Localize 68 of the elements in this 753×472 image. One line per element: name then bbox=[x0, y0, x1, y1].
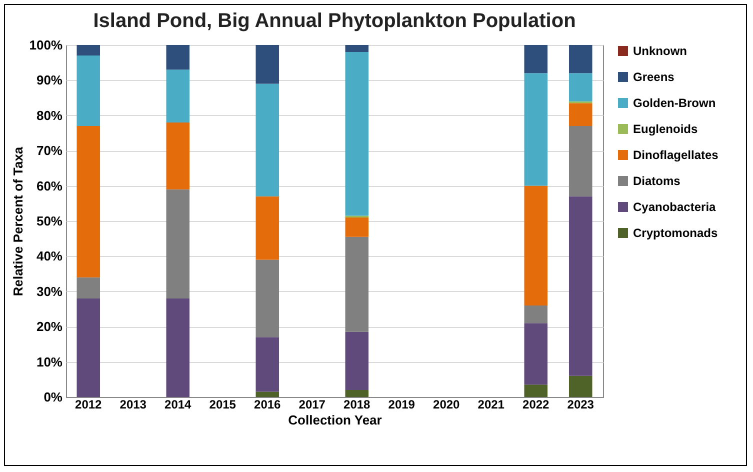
legend-label: Golden-Brown bbox=[633, 96, 716, 110]
x-axis-title: Collection Year bbox=[288, 412, 382, 428]
bar bbox=[166, 45, 190, 70]
legend-label: Greens bbox=[633, 70, 675, 84]
bar bbox=[166, 122, 190, 190]
y-tick-label: 40% bbox=[36, 248, 63, 264]
x-tick-label: 2018 bbox=[344, 398, 371, 412]
bar bbox=[256, 392, 280, 397]
bar bbox=[524, 323, 548, 385]
x-tick-label: 2017 bbox=[298, 398, 326, 412]
legend-label: Cryptomonads bbox=[633, 226, 718, 240]
bar bbox=[345, 217, 369, 237]
bar bbox=[524, 186, 548, 306]
legend-label: Euglenoids bbox=[633, 122, 698, 136]
x-tick-label: 2014 bbox=[164, 398, 192, 412]
y-tick-label: 20% bbox=[36, 319, 63, 334]
x-tick-label: 2013 bbox=[120, 398, 147, 412]
y-tick-label: 90% bbox=[36, 72, 63, 88]
bar bbox=[345, 332, 369, 390]
chart-title: Island Pond, Big Annual Phytoplankton Population bbox=[93, 10, 576, 32]
bar bbox=[345, 236, 369, 332]
bar bbox=[524, 305, 548, 324]
legend-label: Cyanobacteria bbox=[633, 200, 716, 214]
x-tick-label: 2012 bbox=[75, 398, 102, 412]
y-tick-label: 60% bbox=[36, 178, 63, 194]
bar bbox=[524, 73, 548, 186]
bar bbox=[568, 376, 592, 397]
x-tick-label: 2021 bbox=[478, 398, 505, 412]
bar bbox=[76, 126, 100, 278]
bar bbox=[76, 56, 100, 126]
x-tick-label: 2016 bbox=[254, 398, 282, 412]
bar bbox=[568, 103, 592, 126]
bar bbox=[256, 260, 280, 338]
legend-label: Unknown bbox=[633, 44, 687, 58]
bar bbox=[345, 52, 369, 216]
legend-label: Dinoflagellates bbox=[633, 148, 719, 162]
bar bbox=[256, 45, 280, 84]
bar bbox=[166, 70, 190, 122]
bar bbox=[345, 390, 369, 397]
bar bbox=[76, 45, 100, 56]
bar bbox=[345, 45, 369, 52]
bar bbox=[524, 384, 548, 397]
bar bbox=[256, 84, 280, 196]
bar bbox=[76, 277, 100, 298]
y-tick-label: 10% bbox=[36, 354, 63, 370]
x-tick-label: 2022 bbox=[522, 398, 550, 412]
x-tick-label: 2023 bbox=[567, 398, 594, 412]
bar bbox=[568, 196, 592, 376]
legend-label: Diatoms bbox=[633, 174, 681, 188]
bar bbox=[568, 45, 592, 74]
y-tick-label: 50% bbox=[36, 214, 63, 228]
y-axis-title: Relative Percent of Taxa bbox=[10, 146, 26, 296]
y-tick-label: 100% bbox=[29, 38, 63, 52]
bar bbox=[568, 126, 592, 196]
x-tick-label: 2019 bbox=[388, 398, 416, 412]
bar bbox=[166, 298, 190, 397]
y-tick-label: 0% bbox=[44, 390, 63, 404]
x-tick-label: 2020 bbox=[433, 398, 460, 412]
bar bbox=[256, 337, 280, 392]
bar bbox=[568, 73, 592, 102]
bar bbox=[166, 189, 190, 298]
y-tick-label: 70% bbox=[36, 143, 63, 158]
bar bbox=[524, 45, 548, 74]
y-tick-label: 30% bbox=[36, 284, 63, 299]
bar bbox=[76, 298, 100, 397]
bar bbox=[256, 196, 280, 260]
y-tick-label: 80% bbox=[36, 108, 63, 123]
x-tick-label: 2015 bbox=[209, 398, 236, 412]
